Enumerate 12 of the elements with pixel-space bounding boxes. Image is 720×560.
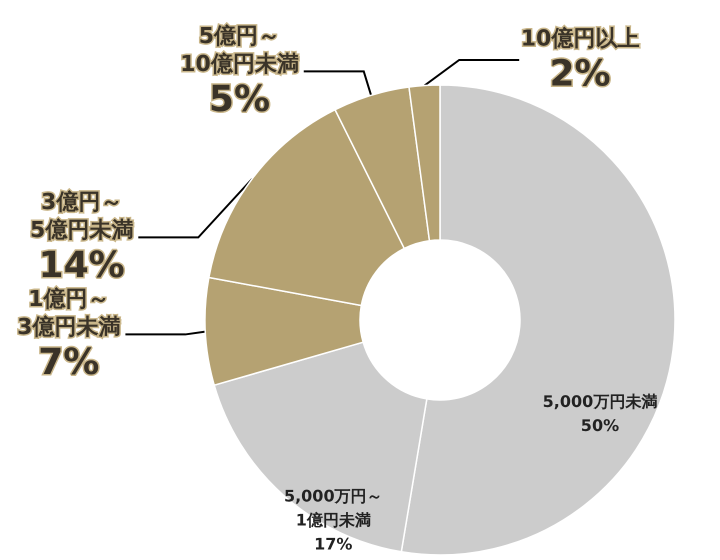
slice-label: 5億円～ 10億円未満 [180, 24, 299, 77]
slice-label: 5,000万円～ 1億円未満 [284, 486, 383, 530]
data-label: 14% [38, 244, 125, 286]
data-label: 50% [580, 416, 620, 435]
slice-label: 5,000万円未満 [542, 392, 658, 411]
slice-label: 10億円以上 [520, 26, 640, 52]
data-label: 2% [549, 54, 611, 94]
data-label: 7% [38, 342, 100, 383]
slice-label: 3億円～ 5億円未満 [30, 190, 134, 243]
slice-label: 1億円～ 3億円未満 [17, 286, 120, 340]
data-label: 17% [314, 534, 352, 554]
data-label: 5% [208, 78, 270, 120]
